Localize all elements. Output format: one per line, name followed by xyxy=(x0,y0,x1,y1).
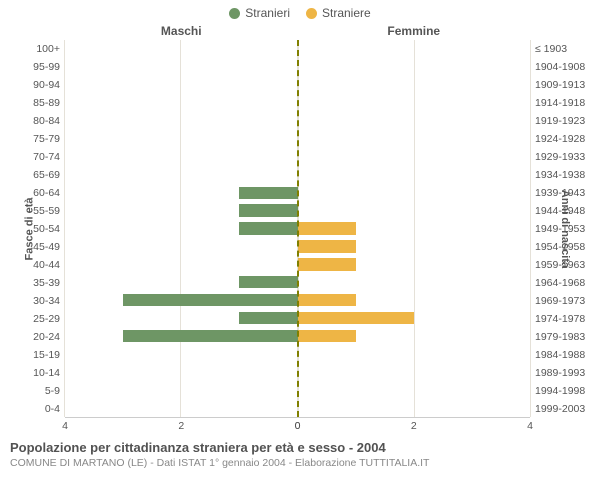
legend: Stranieri Straniere xyxy=(0,0,600,24)
year-label: 1994-1998 xyxy=(535,382,586,400)
chart-area: Fasce di età Anni di nascita 100+95-9990… xyxy=(0,40,600,418)
year-label: 1984-1988 xyxy=(535,346,586,364)
header-males: Maschi xyxy=(65,24,298,38)
legend-item: Straniere xyxy=(306,6,371,20)
age-label: 60-64 xyxy=(13,184,60,202)
age-label: 85-89 xyxy=(13,94,60,112)
age-label: 90-94 xyxy=(13,76,60,94)
legend-label: Stranieri xyxy=(245,6,290,20)
legend-item: Stranieri xyxy=(229,6,290,20)
year-label: 1989-1993 xyxy=(535,364,586,382)
male-bar xyxy=(123,294,297,306)
year-label: 1929-1933 xyxy=(535,148,586,166)
column-headers: Maschi Femmine xyxy=(0,24,600,38)
year-label: 1999-2003 xyxy=(535,400,586,418)
xaxis-right: 0 2 4 xyxy=(298,420,531,434)
legend-swatch xyxy=(306,8,317,19)
legend-label: Straniere xyxy=(322,6,371,20)
x-tick: 4 xyxy=(527,420,533,432)
age-label: 100+ xyxy=(13,40,60,58)
age-label: 75-79 xyxy=(13,130,60,148)
year-label: 1924-1928 xyxy=(535,130,586,148)
male-bar xyxy=(239,276,297,288)
year-label: 1914-1918 xyxy=(535,94,586,112)
age-label: 20-24 xyxy=(13,328,60,346)
age-label: 55-59 xyxy=(13,202,60,220)
age-label: 10-14 xyxy=(13,364,60,382)
header-females: Femmine xyxy=(298,24,531,38)
age-label: 80-84 xyxy=(13,112,60,130)
bars-area xyxy=(65,40,530,418)
age-label: 50-54 xyxy=(13,220,60,238)
chart-title: Popolazione per cittadinanza straniera p… xyxy=(10,440,590,455)
legend-swatch xyxy=(229,8,240,19)
year-label: 1909-1913 xyxy=(535,76,586,94)
female-bar xyxy=(298,294,356,306)
chart-subtitle: COMUNE DI MARTANO (LE) - Dati ISTAT 1° g… xyxy=(10,457,590,469)
female-bar xyxy=(298,258,356,270)
female-bar xyxy=(298,240,356,252)
y-axis-right-title: Anni di nascita xyxy=(559,190,571,268)
birth-year-labels: ≤ 19031904-19081909-19131914-19181919-19… xyxy=(530,40,586,418)
male-bar xyxy=(239,312,297,324)
age-label: 5-9 xyxy=(13,382,60,400)
age-label: 15-19 xyxy=(13,346,60,364)
x-tick: 0 xyxy=(295,420,301,432)
male-bar xyxy=(239,204,297,216)
age-label: 65-69 xyxy=(13,166,60,184)
age-label: 45-49 xyxy=(13,238,60,256)
female-bar xyxy=(298,222,356,234)
age-label: 25-29 xyxy=(13,310,60,328)
x-tick: 4 xyxy=(62,420,68,432)
y-axis-left-title: Fasce di età xyxy=(23,198,35,261)
center-divider xyxy=(297,40,299,417)
age-label: 30-34 xyxy=(13,292,60,310)
x-tick: 2 xyxy=(411,420,417,432)
year-label: 1979-1983 xyxy=(535,328,586,346)
year-label: 1919-1923 xyxy=(535,112,586,130)
age-label: 35-39 xyxy=(13,274,60,292)
x-axis: 0 2 4 0 2 4 xyxy=(0,420,600,434)
female-bar xyxy=(298,312,414,324)
year-label: 1934-1938 xyxy=(535,166,586,184)
age-label: 70-74 xyxy=(13,148,60,166)
year-label: 1974-1978 xyxy=(535,310,586,328)
year-label: 1969-1973 xyxy=(535,292,586,310)
x-tick: 2 xyxy=(178,420,184,432)
male-bar xyxy=(123,330,297,342)
age-label: 40-44 xyxy=(13,256,60,274)
year-label: 1964-1968 xyxy=(535,274,586,292)
female-bar xyxy=(298,330,356,342)
age-label: 95-99 xyxy=(13,58,60,76)
year-label: 1904-1908 xyxy=(535,58,586,76)
year-label: ≤ 1903 xyxy=(535,40,586,58)
xaxis-left: 0 2 4 xyxy=(65,420,298,434)
age-label: 0-4 xyxy=(13,400,60,418)
male-bar xyxy=(239,187,297,199)
footer: Popolazione per cittadinanza straniera p… xyxy=(0,434,600,469)
male-bar xyxy=(239,222,297,234)
age-labels: 100+95-9990-9485-8980-8475-7970-7465-696… xyxy=(13,40,65,418)
